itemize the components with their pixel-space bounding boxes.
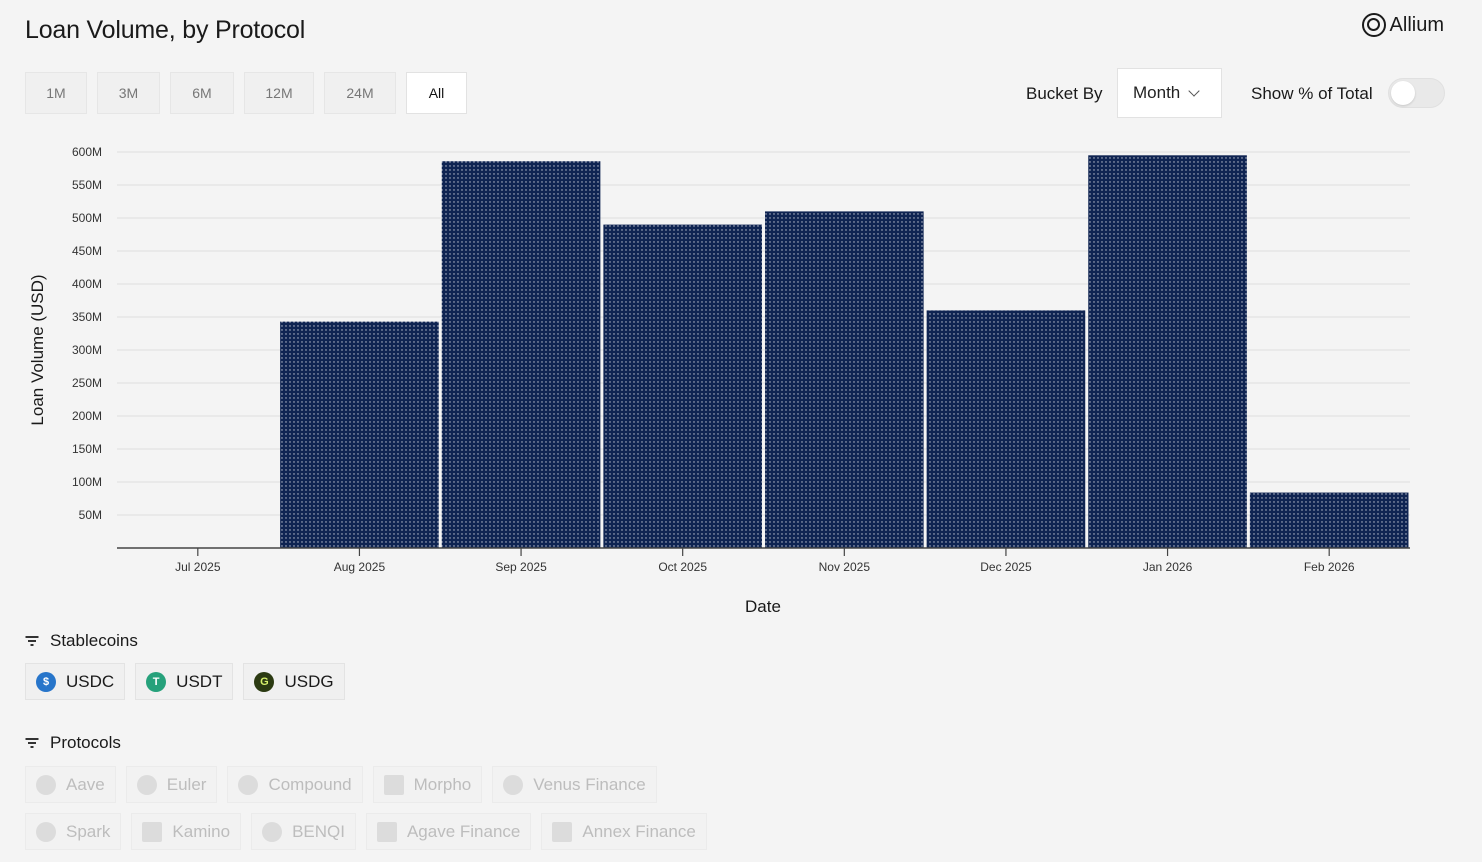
chip-label: USDC	[66, 671, 115, 691]
annex-finance-chip[interactable]: Annex Finance	[541, 813, 707, 850]
usdc-icon: $	[36, 671, 56, 692]
kamino-icon	[142, 821, 163, 842]
bucket-by-value: Month	[1133, 83, 1181, 102]
chip-label: Spark	[66, 821, 111, 841]
chip-label: Euler	[166, 774, 207, 794]
range-all-button[interactable]: All	[406, 72, 467, 114]
chip-label: BENQI	[292, 821, 345, 841]
chip-label: Compound	[268, 774, 352, 794]
bar-oct-2025[interactable]	[603, 224, 762, 548]
y-tick-label: 100M	[72, 475, 102, 489]
spark-icon	[36, 821, 56, 842]
x-tick-label: Jul 2025	[175, 560, 221, 574]
range-3m-button[interactable]: 3M	[97, 72, 160, 114]
morpho-icon	[383, 774, 404, 795]
protocol-filter-row: Aave Euler Compound Morpho Venus Finance	[25, 766, 657, 803]
euler-icon	[136, 774, 157, 795]
y-tick-label: 150M	[72, 442, 102, 456]
stablecoin-filter-list: $ USDC T USDT G USDG	[25, 663, 345, 700]
bar-sep-2025[interactable]	[441, 161, 601, 549]
time-range-selector: 1M 3M 6M 12M 24M All	[25, 72, 467, 114]
y-tick-label: 550M	[72, 178, 102, 192]
range-12m-button[interactable]: 12M	[244, 72, 314, 114]
chip-label: Agave Finance	[406, 821, 521, 841]
bucket-by-label: Bucket By	[1026, 84, 1103, 103]
usdg-chip[interactable]: G USDG	[243, 663, 345, 700]
usdt-chip[interactable]: T USDT	[135, 663, 234, 700]
x-tick-label: Oct 2025	[658, 560, 707, 574]
toggle-knob	[1391, 81, 1415, 105]
y-tick-label: 300M	[72, 343, 102, 357]
usdt-icon: T	[146, 671, 167, 692]
x-tick-label: Sep 2025	[495, 560, 547, 574]
show-pct-label: Show % of Total	[1251, 84, 1373, 103]
brand-name: Allium	[1389, 13, 1444, 36]
x-tick-label: Aug 2025	[334, 560, 386, 574]
bar-nov-2025[interactable]	[765, 211, 924, 548]
y-tick-label: 400M	[72, 277, 102, 291]
range-1m-button[interactable]: 1M	[25, 72, 87, 114]
x-tick-label: Nov 2025	[819, 560, 871, 574]
x-tick-label: Feb 2026	[1304, 560, 1355, 574]
allium-logo-icon	[1361, 13, 1386, 37]
chevron-down-icon	[1188, 84, 1200, 97]
protocol-filter-row: Spark Kamino BENQI Agave Finance Annex Finan…	[25, 813, 707, 850]
chip-label: Morpho	[413, 774, 472, 794]
y-tick-label: 200M	[72, 409, 102, 423]
venus-icon	[503, 774, 524, 795]
chip-label: Kamino	[172, 821, 231, 841]
show-pct-toggle[interactable]	[1388, 78, 1445, 108]
spark-chip[interactable]: Spark	[25, 813, 122, 850]
aave-icon	[36, 774, 56, 795]
y-tick-label: 50M	[79, 508, 102, 522]
y-tick-label: 450M	[72, 244, 102, 258]
kamino-chip[interactable]: Kamino	[131, 813, 242, 850]
stablecoins-title: Stablecoins	[50, 631, 138, 650]
agave-icon	[376, 821, 397, 842]
compound-chip[interactable]: Compound	[227, 766, 363, 803]
bar-jan-2026[interactable]	[1088, 155, 1247, 549]
bar-aug-2025[interactable]	[280, 321, 439, 548]
morpho-chip[interactable]: Morpho	[372, 766, 483, 803]
x-tick-label: Dec 2025	[980, 560, 1032, 574]
benqi-chip[interactable]: BENQI	[251, 813, 356, 850]
chip-label: USDG	[284, 671, 334, 691]
loan-volume-chart: 50M 100M 150M 200M 250M 300M 350M 400M 450M 500M 5…	[28, 145, 1410, 616]
usdg-icon: G	[254, 671, 275, 692]
x-tick-label: Jan 2026	[1143, 560, 1193, 574]
bar-dec-2025[interactable]	[926, 310, 1086, 548]
brand-logo: Allium	[1361, 13, 1444, 37]
filter-icon	[25, 738, 38, 748]
benqi-icon	[262, 821, 283, 842]
agave-finance-chip[interactable]: Agave Finance	[365, 813, 532, 850]
protocols-title: Protocols	[50, 733, 121, 752]
y-tick-label: 350M	[72, 310, 102, 324]
chip-label: Aave	[66, 774, 105, 794]
page-title: Loan Volume, by Protocol	[25, 16, 306, 44]
compound-icon	[238, 774, 259, 795]
usdc-chip[interactable]: $ USDC	[25, 663, 126, 700]
euler-chip[interactable]: Euler	[125, 766, 218, 803]
y-tick-label: 600M	[72, 145, 102, 159]
y-tick-label: 500M	[72, 211, 102, 225]
range-6m-button[interactable]: 6M	[170, 72, 234, 114]
protocols-header: Protocols	[25, 733, 121, 753]
x-axis-title: Date	[745, 597, 781, 616]
chip-label: USDT	[176, 671, 223, 691]
stablecoins-header: Stablecoins	[25, 631, 138, 651]
venus-finance-chip[interactable]: Venus Finance	[492, 766, 657, 803]
chip-label: Annex Finance	[582, 821, 696, 841]
y-axis-title: Loan Volume (USD)	[28, 274, 47, 425]
chip-label: Venus Finance	[533, 774, 646, 794]
y-tick-label: 250M	[72, 376, 102, 390]
filter-icon	[25, 636, 38, 646]
range-24m-button[interactable]: 24M	[324, 72, 396, 114]
bar-feb-2026[interactable]	[1249, 492, 1409, 548]
bucket-by-select[interactable]: Month	[1117, 68, 1222, 118]
annex-icon	[552, 821, 573, 842]
aave-chip[interactable]: Aave	[25, 766, 116, 803]
